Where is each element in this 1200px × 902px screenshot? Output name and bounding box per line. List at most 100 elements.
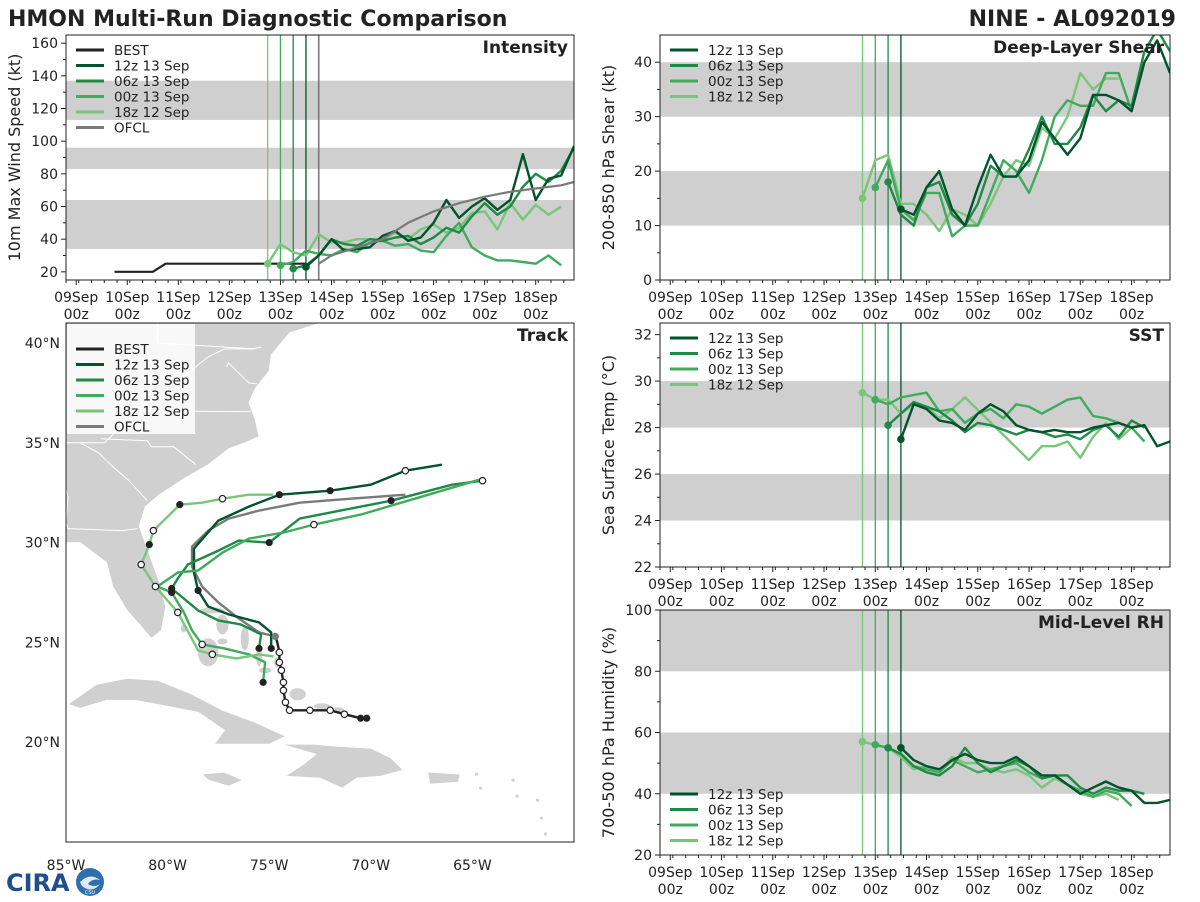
track-point-filled: [271, 632, 279, 640]
sst-xtick-label: 12Sep: [802, 577, 846, 593]
sst-ytick-label: 28: [634, 421, 652, 437]
caribbean-island: [535, 798, 540, 802]
state-border: [79, 442, 148, 502]
mid-level-rh-legend-label: 18z 12 Sep: [708, 834, 783, 850]
sst-xtick-label: 13Sep: [853, 577, 897, 593]
mid-level-rh-ytick-label: 40: [634, 787, 652, 803]
sst-xtick-label: 00z: [1068, 594, 1093, 610]
track-point-filled: [265, 538, 273, 547]
track-point-filled: [168, 588, 176, 597]
track-point-open: [285, 706, 294, 715]
track-point-filled: [259, 678, 267, 686]
track-point-filled: [326, 487, 334, 495]
mid-level-rh-ytick-label: 60: [634, 726, 652, 742]
sst-line-00z-13-Sep: [874, 391, 1146, 443]
deep-layer-shear-xtick-label: 17Sep: [1058, 290, 1102, 306]
mid-level-rh-xtick-label: 00z: [760, 882, 785, 898]
intensity-ytick-label: 60: [40, 200, 58, 216]
mid-level-rh-band-1: [660, 610, 1170, 672]
track-point-open: [306, 706, 314, 715]
track-point-filled: [275, 491, 283, 499]
lon-label: 70°W: [351, 858, 390, 874]
track-point-open: [401, 466, 410, 475]
sst-xtick-label: 18Sep: [1109, 577, 1153, 593]
deep-layer-shear-start-point: [884, 178, 892, 186]
lat-label: 30°N: [25, 536, 60, 552]
sst-xtick-label: 00z: [709, 594, 734, 610]
track-legend-label: 18z 12 Sep: [114, 404, 189, 420]
intensity-line-18z-12-Sep: [266, 202, 562, 265]
deep-layer-shear-frame: [659, 34, 1171, 281]
track-point-open: [151, 582, 160, 591]
track-legend-label: OFCL: [114, 420, 150, 436]
intensity-band-0: [66, 199, 574, 249]
sst-xtick-label: 15Sep: [956, 577, 1000, 593]
mid-level-rh-start-point: [897, 744, 905, 752]
mid-level-rh-xtick-label: 18Sep: [1109, 865, 1153, 881]
sst-legend-label: 18z 12 Sep: [708, 378, 783, 394]
deep-layer-shear-xtick-label: 00z: [863, 307, 888, 323]
deep-layer-shear-xtick-label: 15Sep: [956, 290, 1000, 306]
deep-layer-shear-start-point: [871, 183, 880, 192]
track-point-open: [310, 520, 318, 529]
sst-title: SST: [1129, 326, 1165, 346]
intensity-xtick-label: 12Sep: [207, 290, 251, 306]
intensity-line-BEST: [114, 262, 306, 273]
lon-label: 85°W: [47, 858, 86, 874]
mid-level-rh-xtick-label: 13Sep: [853, 865, 897, 881]
track-point-open: [279, 678, 288, 687]
mid-level-rh-xtick-label: 15Sep: [956, 865, 1000, 881]
track-point-open: [173, 608, 182, 617]
intensity-ylabel: 10m Max Wind Speed (kt): [5, 54, 24, 262]
track-legend-label: 06z 13 Sep: [114, 373, 189, 389]
deep-layer-shear-xtick-label: 00z: [965, 307, 990, 323]
sst-series: [858, 388, 1170, 462]
track-point-filled: [145, 540, 153, 549]
track-point-open: [275, 648, 284, 657]
deep-layer-shear-xtick-label: 10Sep: [699, 290, 743, 306]
track-point-open: [277, 666, 286, 675]
deep-layer-shear-xtick-label: 00z: [1119, 307, 1144, 323]
intensity-panel: 2040608010012014016009Sep00z10Sep00z11Se…: [5, 34, 575, 323]
mid-level-rh-start-point: [858, 737, 867, 746]
intensity-line-OFCL: [318, 180, 574, 265]
sst-xtick-label: 00z: [811, 594, 836, 610]
sst-xtick-label: 16Sep: [1007, 577, 1051, 593]
globe-icon: [76, 868, 104, 896]
deep-layer-shear-xtick-label: 00z: [709, 307, 734, 323]
csu-logo-text: CSU: [85, 890, 96, 896]
intensity-ytick-label: 160: [31, 36, 58, 52]
sst-xtick-label: 09Sep: [648, 577, 692, 593]
intensity-start-point: [276, 261, 285, 270]
mid-level-rh-title: Mid-Level RH: [1038, 613, 1164, 633]
sst-start-point: [871, 395, 880, 404]
caribbean-island: [543, 832, 548, 836]
caribbean-island: [478, 786, 483, 790]
sst-ytick-label: 32: [634, 328, 652, 344]
intensity-xtick-label: 00z: [319, 307, 344, 323]
intensity-band-1: [66, 147, 574, 169]
deep-layer-shear-xtick-label: 11Sep: [751, 290, 795, 306]
sst-xtick-label: 11Sep: [751, 577, 795, 593]
track-legend-label: BEST: [114, 342, 149, 358]
intensity-start-point: [302, 263, 310, 271]
deep-layer-shear-xtick-label: 12Sep: [802, 290, 846, 306]
state-border: [100, 438, 197, 466]
deep-layer-shear-xtick-label: 14Sep: [904, 290, 948, 306]
intensity-title: Intensity: [483, 38, 568, 58]
mid-level-rh-xtick-label: 00z: [658, 882, 683, 898]
sst-ytick-label: 24: [634, 514, 652, 530]
mid-level-rh-xtick-label: 00z: [709, 882, 734, 898]
track-lines: [137, 463, 487, 722]
deep-layer-shear-ytick-label: 10: [634, 219, 652, 235]
deep-layer-shear-xtick-label: 00z: [1016, 307, 1041, 323]
intensity-xtick-label: 15Sep: [360, 290, 404, 306]
deep-layer-shear-xtick-label: 18Sep: [1109, 290, 1153, 306]
lon-label: 80°W: [148, 858, 187, 874]
mid-level-rh-xtick-label: 00z: [1068, 882, 1093, 898]
intensity-legend-label: 06z 13 Sep: [114, 74, 189, 90]
intensity-legend-label: 18z 12 Sep: [114, 105, 189, 121]
intensity-legend-label: 00z 13 Sep: [114, 90, 189, 106]
deep-layer-shear-legend-label: 18z 12 Sep: [708, 90, 783, 106]
sst-xtick-label: 00z: [658, 594, 683, 610]
